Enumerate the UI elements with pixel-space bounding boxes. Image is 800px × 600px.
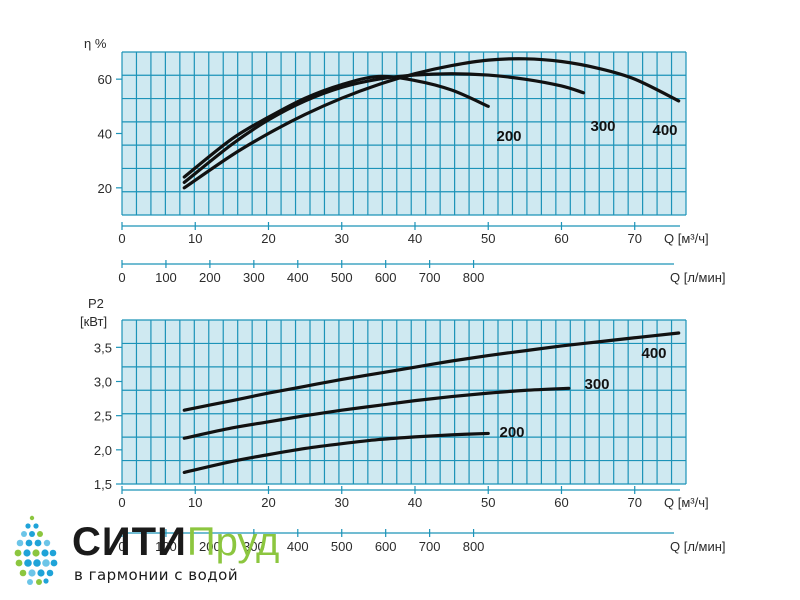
curve-300 xyxy=(182,386,571,440)
y-axis-unit: [кВт] xyxy=(80,314,107,329)
x2-tick-label: 500 xyxy=(331,270,353,285)
y-axis-label: P2 xyxy=(88,296,104,311)
y-tick-label: 3,0 xyxy=(94,375,112,390)
chart-panel-power: 1,5 2,0 2,5 3,0 3,5 P2 [кВт] 0 10 20 30 40 50 60 70 Q [… xyxy=(80,296,726,554)
x-tick-label: 20 xyxy=(261,231,275,246)
water-drop-icon xyxy=(14,515,58,585)
curve-label-300: 300 xyxy=(584,376,609,393)
curve-label-200: 200 xyxy=(499,424,524,441)
x2-tick-label: 400 xyxy=(287,539,309,554)
curve-200 xyxy=(182,431,490,474)
x2-tick-label: 100 xyxy=(155,270,177,285)
x-axis-label: Q [м³/ч] xyxy=(664,231,709,246)
x2-tick-label: 600 xyxy=(375,270,397,285)
drop-dot xyxy=(27,579,33,585)
curve-200 xyxy=(182,74,490,179)
x2-tick-label: 700 xyxy=(419,539,441,554)
x2-axis-label: Q [л/мин] xyxy=(670,539,726,554)
drop-dot xyxy=(43,578,49,584)
x2-tick-label: 300 xyxy=(243,270,265,285)
y-tick-label: 20 xyxy=(98,181,112,196)
drop-dot xyxy=(25,539,33,547)
x2-tick-label: 200 xyxy=(199,270,221,285)
drop-dot xyxy=(29,531,35,537)
x-tick-label: 50 xyxy=(481,495,495,510)
x-tick-label: 70 xyxy=(627,231,641,246)
drop-dot xyxy=(23,549,31,557)
drop-dot xyxy=(34,539,42,547)
y-tick-label: 3,5 xyxy=(94,340,112,355)
x-tick-label: 10 xyxy=(188,231,202,246)
curve-label-400: 400 xyxy=(641,345,666,362)
drop-dot xyxy=(32,549,40,557)
x2-tick-label: 200 xyxy=(199,539,221,554)
drop-dot xyxy=(49,549,57,557)
drop-dot xyxy=(16,539,24,547)
drop-dot xyxy=(14,549,22,557)
x2-tick-label: 700 xyxy=(419,270,441,285)
x-axis-label: Q [м³/ч] xyxy=(664,495,709,510)
x2-axis-label: Q [л/мин] xyxy=(670,270,726,285)
curve-label-300: 300 xyxy=(590,118,615,135)
x2-tick-label: 400 xyxy=(287,270,309,285)
x2-tick-label: 800 xyxy=(463,270,485,285)
drop-dot xyxy=(50,559,58,567)
x-tick-label: 40 xyxy=(408,231,422,246)
drop-dot xyxy=(36,579,42,585)
x-tick-label: 50 xyxy=(481,231,495,246)
curve-label-200: 200 xyxy=(496,128,521,145)
y-tick-label: 60 xyxy=(98,72,112,87)
grid xyxy=(121,319,687,485)
x2-tick-label: 0 xyxy=(118,539,125,554)
drop-dot xyxy=(43,539,51,547)
drop-dot xyxy=(24,559,32,567)
x-tick-label: 60 xyxy=(554,231,568,246)
logo-slogan: в гармонии с водой xyxy=(74,566,239,584)
y-axis-label: η % xyxy=(84,36,107,51)
curve-label-400: 400 xyxy=(652,122,677,139)
drop-dot xyxy=(29,515,35,521)
drop-dot xyxy=(42,559,50,567)
x-tick-label: 10 xyxy=(188,495,202,510)
logo-title-accent: Пруд xyxy=(186,520,280,564)
chart-panel-efficiency: 20 40 60 η % 0 10 20 30 40 50 60 70 Q [м³/ч] 0 100 200 3… xyxy=(84,36,726,285)
drop-dot xyxy=(46,569,54,577)
x-tick-label: 20 xyxy=(261,495,275,510)
drop-dot xyxy=(41,549,49,557)
x-tick-label: 30 xyxy=(335,231,349,246)
curve-300 xyxy=(182,72,586,184)
y-tick-label: 2,0 xyxy=(94,443,112,458)
y-tick-label: 1,5 xyxy=(94,477,112,492)
grid xyxy=(121,51,687,216)
x-tick-label: 0 xyxy=(118,495,125,510)
drop-dot xyxy=(19,569,27,577)
drop-dot xyxy=(37,569,45,577)
company-logo: СИТИПруд в гармонии с водой xyxy=(10,512,300,592)
drop-dot xyxy=(25,523,31,529)
curve-400 xyxy=(182,57,681,190)
x-tick-label: 0 xyxy=(118,231,125,246)
x-tick-label: 30 xyxy=(335,495,349,510)
x-tick-label: 40 xyxy=(408,495,422,510)
x2-tick-label: 600 xyxy=(375,539,397,554)
drop-dot xyxy=(37,531,43,537)
curve-400 xyxy=(182,331,681,412)
drop-dot xyxy=(15,559,23,567)
x2-tick-label: 800 xyxy=(463,539,485,554)
drop-dot xyxy=(28,569,36,577)
drop-dot xyxy=(33,523,39,529)
x2-tick-label: 100 xyxy=(155,539,177,554)
y-tick-label: 2,5 xyxy=(94,409,112,424)
x2-tick-label: 300 xyxy=(243,539,265,554)
logo-title: СИТИПруд xyxy=(72,520,279,564)
logo-title-main: СИТИ xyxy=(72,520,187,564)
x2-tick-label: 0 xyxy=(118,270,125,285)
drop-dot xyxy=(21,531,27,537)
x2-tick-label: 500 xyxy=(331,539,353,554)
drop-dot xyxy=(33,559,41,567)
x-tick-label: 60 xyxy=(554,495,568,510)
x-tick-label: 70 xyxy=(627,495,641,510)
y-tick-label: 40 xyxy=(98,127,112,142)
